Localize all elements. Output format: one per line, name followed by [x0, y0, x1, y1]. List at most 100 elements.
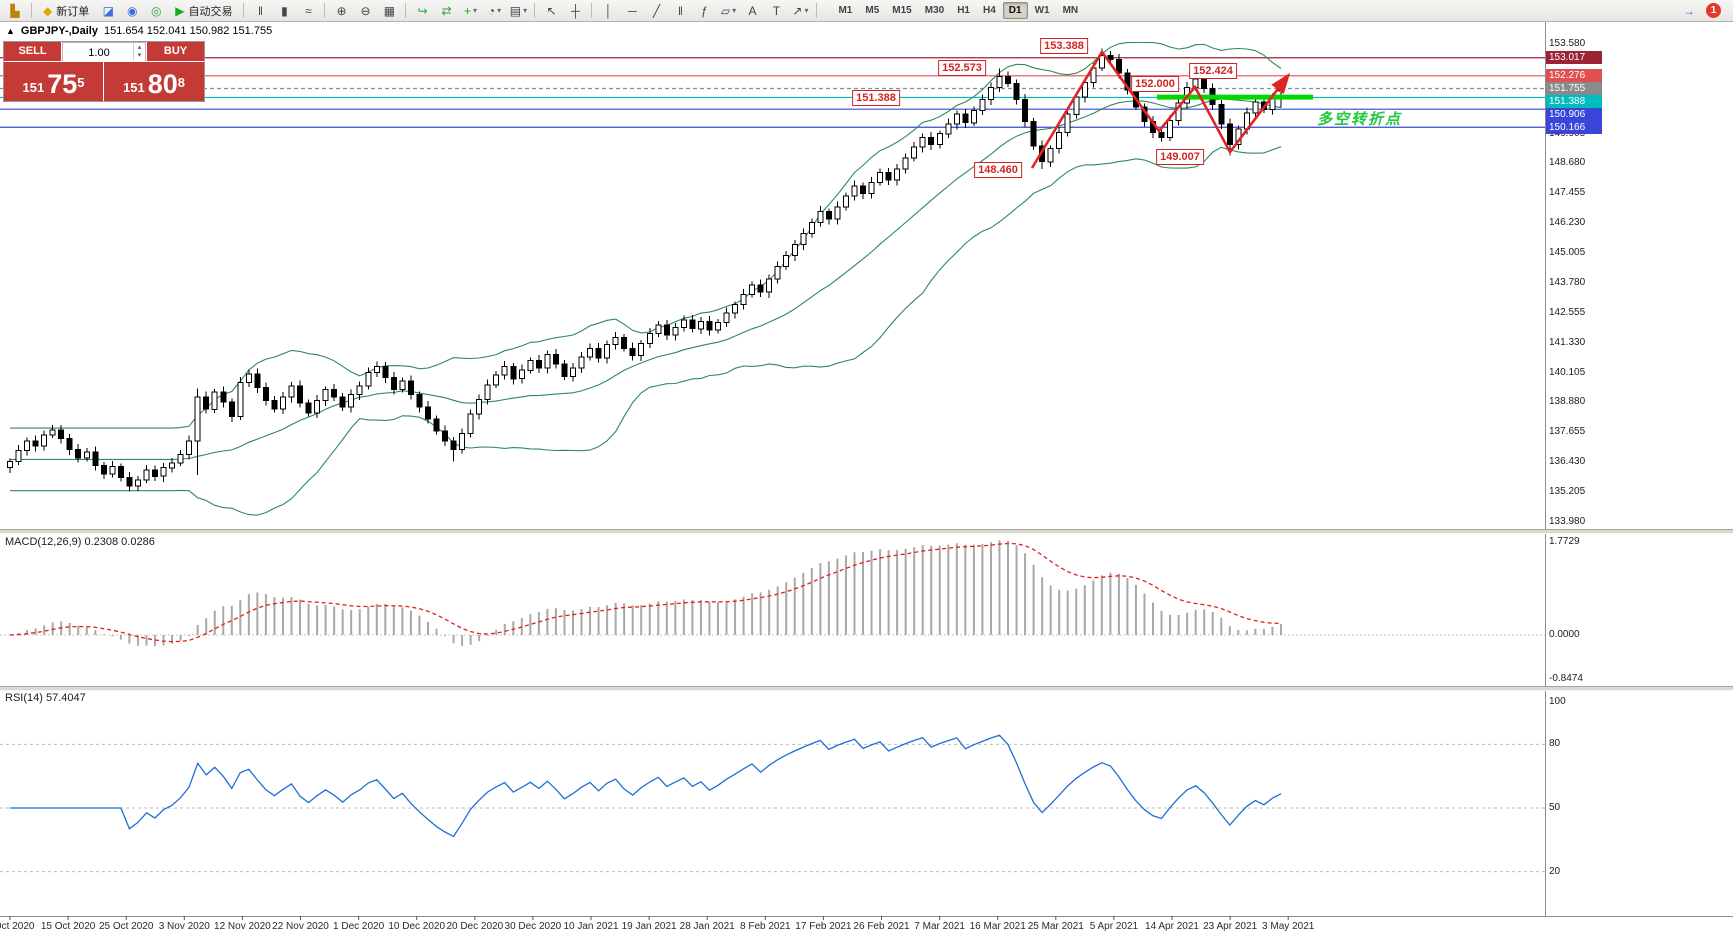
chart-shift-icon[interactable]: ⇄ [435, 2, 457, 20]
templates-icon-glyph: ▤ [509, 3, 522, 18]
trend-zigzag-line[interactable] [1030, 49, 1291, 169]
shapes-icon[interactable]: ▱ ▾ [717, 2, 739, 20]
arrows-icon[interactable]: ↗ ▾ [789, 2, 811, 20]
price-scale-label: 148.680 [1549, 157, 1586, 169]
sell-price[interactable]: 151 75 5 [4, 62, 103, 101]
auto-scroll-icon[interactable]: ↪ [411, 2, 433, 20]
rsi-indicator-label: RSI(14) 57.4047 [5, 692, 86, 704]
sell-price-prefix: 151 [22, 80, 45, 95]
zoom-in-icon[interactable]: ⊕ [330, 2, 352, 20]
timeframe-w1[interactable]: W1 [1034, 5, 1050, 16]
price-scale-label: 146.230 [1549, 217, 1586, 229]
crosshair-icon[interactable]: ┼ [564, 2, 586, 20]
periods-icon[interactable]: ◔ ▾ [483, 2, 505, 20]
text-label-icon[interactable]: T [765, 2, 787, 20]
turning-point-annotation[interactable]: 多空转折点 [1317, 111, 1403, 128]
zoom-out-icon[interactable]: ⊖ [354, 2, 376, 20]
market-watch-icon[interactable]: ◉ [121, 2, 143, 20]
fibonacci-icon[interactable]: ƒ [693, 2, 715, 20]
one-click-panel-toggle[interactable]: ▲ [6, 26, 15, 36]
time-axis-label: 19 Jan 2021 [621, 921, 677, 932]
timeframe-h1[interactable]: H1 [957, 5, 970, 16]
price-scale-label: 140.105 [1549, 366, 1586, 378]
grid-icon[interactable]: ▦ [378, 2, 400, 20]
buy-price-sup: 8 [177, 75, 185, 90]
crosshair-icon-glyph: ┼ [571, 3, 580, 18]
price-scale-label: 135.205 [1549, 485, 1586, 497]
main-toolbar: ▙ ◆ 新订单 ◪ ◉ ◎ ▶ 自动交易 ‖ ▮ ≈ ⊕ ⊖ ▦ ↪ ⇄ + ▾ ◔ ▾ ▤ ▾ ↖ ┼ │ ─ ╱ ‖ ƒ ▱ ▾ A T ↗ ▾… [0, 0, 1733, 22]
rsi-line [10, 734, 1282, 838]
price-callout-label[interactable]: 152.000 [1131, 76, 1179, 92]
indicators-icon-glyph: + [463, 3, 471, 18]
drawn-objects[interactable] [1030, 49, 1313, 169]
symbol-period-label: GBPJPY-,Daily [20, 25, 98, 37]
price-callout-label[interactable]: 149.007 [1156, 149, 1204, 165]
line-chart-icon[interactable]: ≈ [297, 2, 319, 20]
price-scale-label: 147.455 [1549, 187, 1586, 199]
timeframe-d1[interactable]: D1 [1002, 2, 1028, 19]
timeframe-m15[interactable]: M15 [892, 5, 912, 16]
new-order-button[interactable]: ◆ 新订单 [37, 2, 95, 20]
zoom-out-icon-glyph: ⊖ [360, 3, 371, 18]
notification-badge[interactable]: 1 [1706, 3, 1721, 18]
price-callout-label[interactable]: 148.460 [974, 162, 1022, 178]
panel-splitter[interactable] [0, 529, 1733, 534]
trendline-icon[interactable]: ╱ [645, 2, 667, 20]
auto-trading-button[interactable]: ▶ 自动交易 [169, 2, 238, 20]
chevron-down-icon: ▾ [472, 5, 477, 15]
sell-button[interactable]: SELL [4, 42, 61, 61]
candlestick-chart-icon[interactable]: ▮ [273, 2, 295, 20]
shapes-icon-glyph: ▱ [720, 3, 731, 18]
price-callout-label[interactable]: 153.388 [1040, 38, 1088, 54]
bar-chart-icon[interactable]: ‖ [249, 2, 271, 20]
time-axis-label: 28 Jan 2021 [679, 921, 735, 932]
timeframe-h4[interactable]: H4 [982, 5, 996, 16]
buy-price[interactable]: 151 80 8 [104, 62, 204, 101]
arrows-icon-glyph: ↗ [792, 3, 803, 18]
timeframe-mn[interactable]: MN [1062, 5, 1079, 16]
chart-window-icon[interactable]: ◪ [97, 2, 119, 20]
chevron-down-icon: ▾ [732, 5, 737, 15]
new-chart-icon-glyph: ▙ [10, 3, 20, 18]
timeframe-switcher: M1 M5 M15 M30 H1 H4 D1 W1 MN [832, 2, 1084, 19]
candlestick-chart-icon-glyph: ▮ [281, 3, 288, 18]
time-axis-label: 14 Apr 2021 [1145, 921, 1199, 932]
volume-input[interactable] [63, 44, 145, 62]
templates-icon[interactable]: ▤ ▾ [507, 2, 529, 20]
volume-up-icon[interactable]: ▴ [137, 43, 142, 51]
price-callout-label[interactable]: 151.388 [852, 90, 900, 106]
community-icon-glyph: → [1683, 3, 1695, 18]
rsi-panel [0, 734, 1545, 873]
horizontal-level-lines[interactable] [0, 57, 1545, 128]
channel-icon[interactable]: ‖ [669, 2, 691, 20]
horizontal-line-icon[interactable]: ─ [621, 2, 643, 20]
indicators-icon[interactable]: + ▾ [459, 2, 481, 20]
toolbar-separator [324, 3, 326, 18]
timeframe-m5[interactable]: M5 [865, 5, 880, 16]
buy-button[interactable]: BUY [147, 42, 204, 61]
timeframe-m30[interactable]: M30 [924, 5, 945, 16]
price-callout-label[interactable]: 152.424 [1189, 63, 1237, 79]
volume-down-icon[interactable]: ▾ [137, 51, 142, 59]
auto-scroll-icon-glyph: ↪ [417, 3, 428, 18]
volume-stepper: ▴ ▾ [62, 42, 146, 62]
time-axis-label: 26 Feb 2021 [853, 921, 910, 932]
new-chart-icon[interactable]: ▙ [4, 2, 26, 20]
timeframe-m1[interactable]: M1 [838, 5, 853, 16]
text-icon[interactable]: A [741, 2, 763, 20]
cursor-icon[interactable]: ↖ [540, 2, 562, 20]
chevron-down-icon: ▾ [497, 5, 502, 15]
price-callout-label[interactable]: 152.573 [938, 60, 986, 76]
time-axis-label: 3 Nov 2020 [158, 921, 210, 932]
level-price-marker: 150.166 [1546, 121, 1602, 135]
navigator-icon[interactable]: ◎ [145, 2, 167, 20]
toolbar-separator [243, 3, 245, 18]
time-axis-label: 10 Dec 2020 [388, 921, 446, 932]
price-scale-label: 141.330 [1549, 336, 1586, 348]
community-icon[interactable]: → [1678, 2, 1700, 20]
panel-splitter[interactable] [0, 686, 1733, 691]
vertical-line-icon[interactable]: │ [597, 2, 619, 20]
level-price-marker: 153.017 [1546, 51, 1602, 65]
auto-trading-button-label: 自动交易 [188, 5, 233, 18]
